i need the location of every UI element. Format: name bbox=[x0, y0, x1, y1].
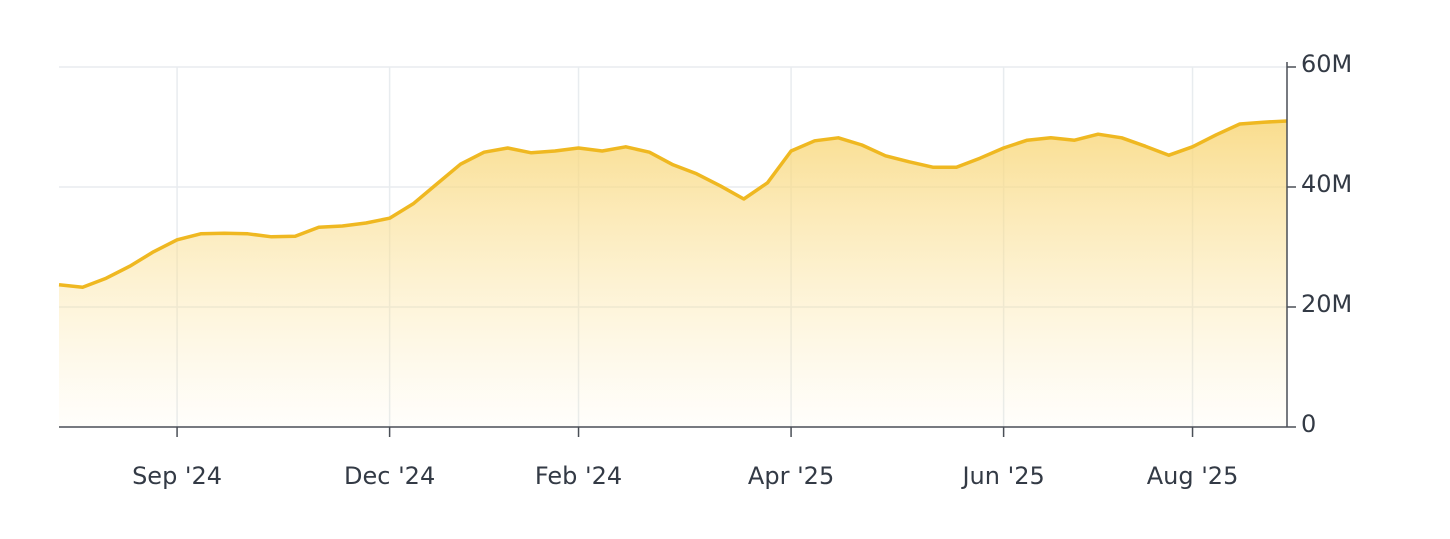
line bbox=[58, 119, 1288, 289]
x-tick-label: Apr '25 bbox=[748, 462, 834, 490]
y-tick-label: 40M bbox=[1301, 170, 1352, 198]
x-tick-label: Jun '25 bbox=[960, 462, 1044, 490]
y-tick-label: 60M bbox=[1301, 50, 1352, 78]
x-tick-label: Aug '25 bbox=[1147, 462, 1239, 490]
y-tick-label: 0 bbox=[1301, 410, 1316, 438]
x-tick-label: Sep '24 bbox=[132, 462, 222, 490]
area bbox=[59, 121, 1287, 427]
x-tick-label: Feb '24 bbox=[535, 462, 622, 490]
y-tick-label: 20M bbox=[1301, 290, 1352, 318]
x-tick-label: Dec '24 bbox=[344, 462, 435, 490]
